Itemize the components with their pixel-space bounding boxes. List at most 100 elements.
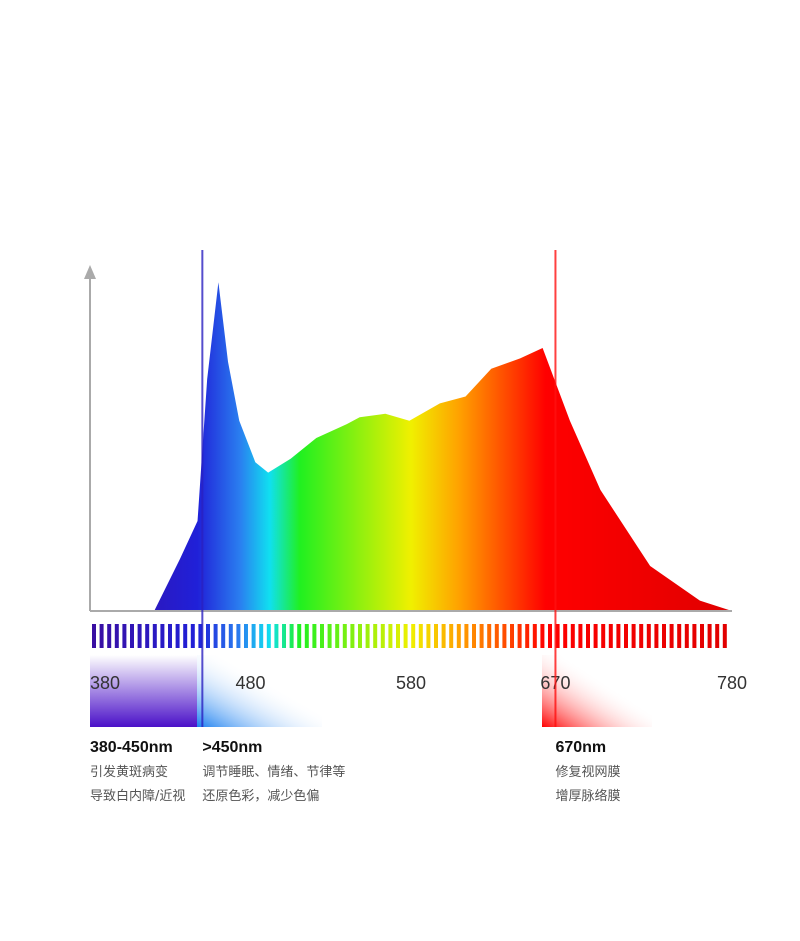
spectrum-stripe [654, 624, 659, 648]
annotation-text: 修复视网膜 [555, 765, 620, 780]
spectrum-stripe [472, 624, 476, 648]
spectrum-stripe [114, 624, 119, 648]
spectrum-stripe [456, 624, 461, 648]
spectrum-stripe [586, 624, 590, 648]
spectrum-stripe [137, 624, 142, 648]
spectrum-stripe [464, 624, 469, 648]
spectrum-stripe [380, 624, 385, 648]
spectrum-stripe [548, 624, 552, 648]
spectrum-stripe [608, 624, 613, 648]
spectrum-stripe [662, 624, 666, 648]
spectrum-stripe [601, 624, 606, 648]
spectrum-stripe [206, 624, 210, 648]
spectrum-stripe [358, 624, 362, 648]
spectrum-stripe [434, 624, 438, 648]
spectrum-stripe [183, 624, 188, 648]
annotation-text: 增厚脉络膜 [555, 788, 620, 804]
annotation-title: 670nm [555, 739, 606, 756]
spectrum-stripe [532, 624, 537, 648]
spectrum-stripe [145, 624, 150, 648]
spectrum-stripe [266, 624, 271, 648]
spectrum-stripe [289, 624, 294, 648]
x-tick-label: 580 [396, 673, 426, 693]
spectrum-stripe [168, 624, 172, 648]
spectrum-stripe [350, 624, 355, 648]
x-tick-label: 480 [235, 673, 265, 693]
spectrum-stripe [692, 624, 697, 648]
decor [90, 655, 652, 727]
spectrum-stripe [244, 624, 248, 648]
spectrum-stripe [99, 624, 104, 648]
spectrum-stripe [228, 624, 233, 648]
spectrum-stripe [304, 624, 309, 648]
spectrum-stripe [190, 624, 195, 648]
spectrum-stripe [282, 624, 286, 648]
y-axis-arrow [84, 265, 96, 279]
spectrum-stripe [487, 624, 492, 648]
spectrum-stripe [563, 624, 568, 648]
spectrum-stripe [715, 624, 720, 648]
spectrum-stripe [570, 624, 575, 648]
spectrum-stripe [441, 624, 446, 648]
spectrum-stripe [700, 624, 704, 648]
spectrum-stripe [525, 624, 530, 648]
annotation-text: 引发黄斑病变 [90, 764, 168, 780]
spectrum-stripe [616, 624, 621, 648]
spectrum-stripe [396, 624, 400, 648]
spectrum-stripe [677, 624, 682, 648]
spectrum-stripe [639, 624, 644, 648]
spectrum-stripe [418, 624, 423, 648]
spectrum-stripe [631, 624, 636, 648]
spectrum-stripe [578, 624, 583, 648]
spectrum-stripe [274, 624, 279, 648]
spectrum-stripe [411, 624, 416, 648]
spectrum-area [154, 282, 732, 611]
spectrum-stripe [335, 624, 340, 648]
spectrum-stripe [684, 624, 689, 648]
spectrum-stripe [221, 624, 226, 648]
spectrum-stripe [175, 624, 180, 648]
spectrum-stripe [152, 624, 157, 648]
spectrum-stripe [320, 624, 324, 648]
spectrum-stripe [259, 624, 264, 648]
spectrum-stripe [373, 624, 378, 648]
spectrum-stripe [297, 624, 302, 648]
annotation-text: 调节睡眠、情绪、节律等 [202, 764, 345, 780]
x-tick-label: 380 [90, 673, 120, 693]
spectrum-stripe [92, 624, 96, 648]
spectrum-stripe [213, 624, 218, 648]
spectrum-stripe [327, 624, 332, 648]
spectrum-stripe [722, 624, 727, 648]
spectrum-stripe [236, 624, 241, 648]
annotation-title: 380-450nm [90, 739, 173, 756]
x-tick-label: 780 [717, 673, 747, 693]
spectrum-stripe [540, 624, 545, 648]
annotation-text: 导致白内障/近视 [90, 788, 185, 804]
spectrum-stripe [669, 624, 674, 648]
spectrum-stripe [494, 624, 499, 648]
spectrum-stripe [517, 624, 522, 648]
spectrum-stripe [624, 624, 628, 648]
spectrum-stripe [388, 624, 393, 648]
annotation-text: 还原色彩，减少色偏 [202, 788, 319, 804]
spectrum-stripe [593, 624, 598, 648]
spectrum-stripe [198, 624, 203, 648]
spectrum-stripe [426, 624, 431, 648]
spectrum-stripe [251, 624, 256, 648]
band-box [197, 655, 322, 727]
spectrum-stripe [555, 624, 560, 648]
spectrum-stripe [122, 624, 127, 648]
spectrum-stripe [312, 624, 317, 648]
spectrum-stripe [502, 624, 507, 648]
spectrum-stripe [707, 624, 712, 648]
spectrum-stripe [342, 624, 347, 648]
spectrum-stripe [510, 624, 514, 648]
annotation-title: >450nm [202, 739, 262, 756]
spectrum-stripe [107, 624, 112, 648]
spectrum-stripe [479, 624, 484, 648]
spectrum-stripe [403, 624, 408, 648]
band-box [90, 655, 197, 727]
spectrum-stripe [646, 624, 651, 648]
spectrum-stripe [449, 624, 454, 648]
